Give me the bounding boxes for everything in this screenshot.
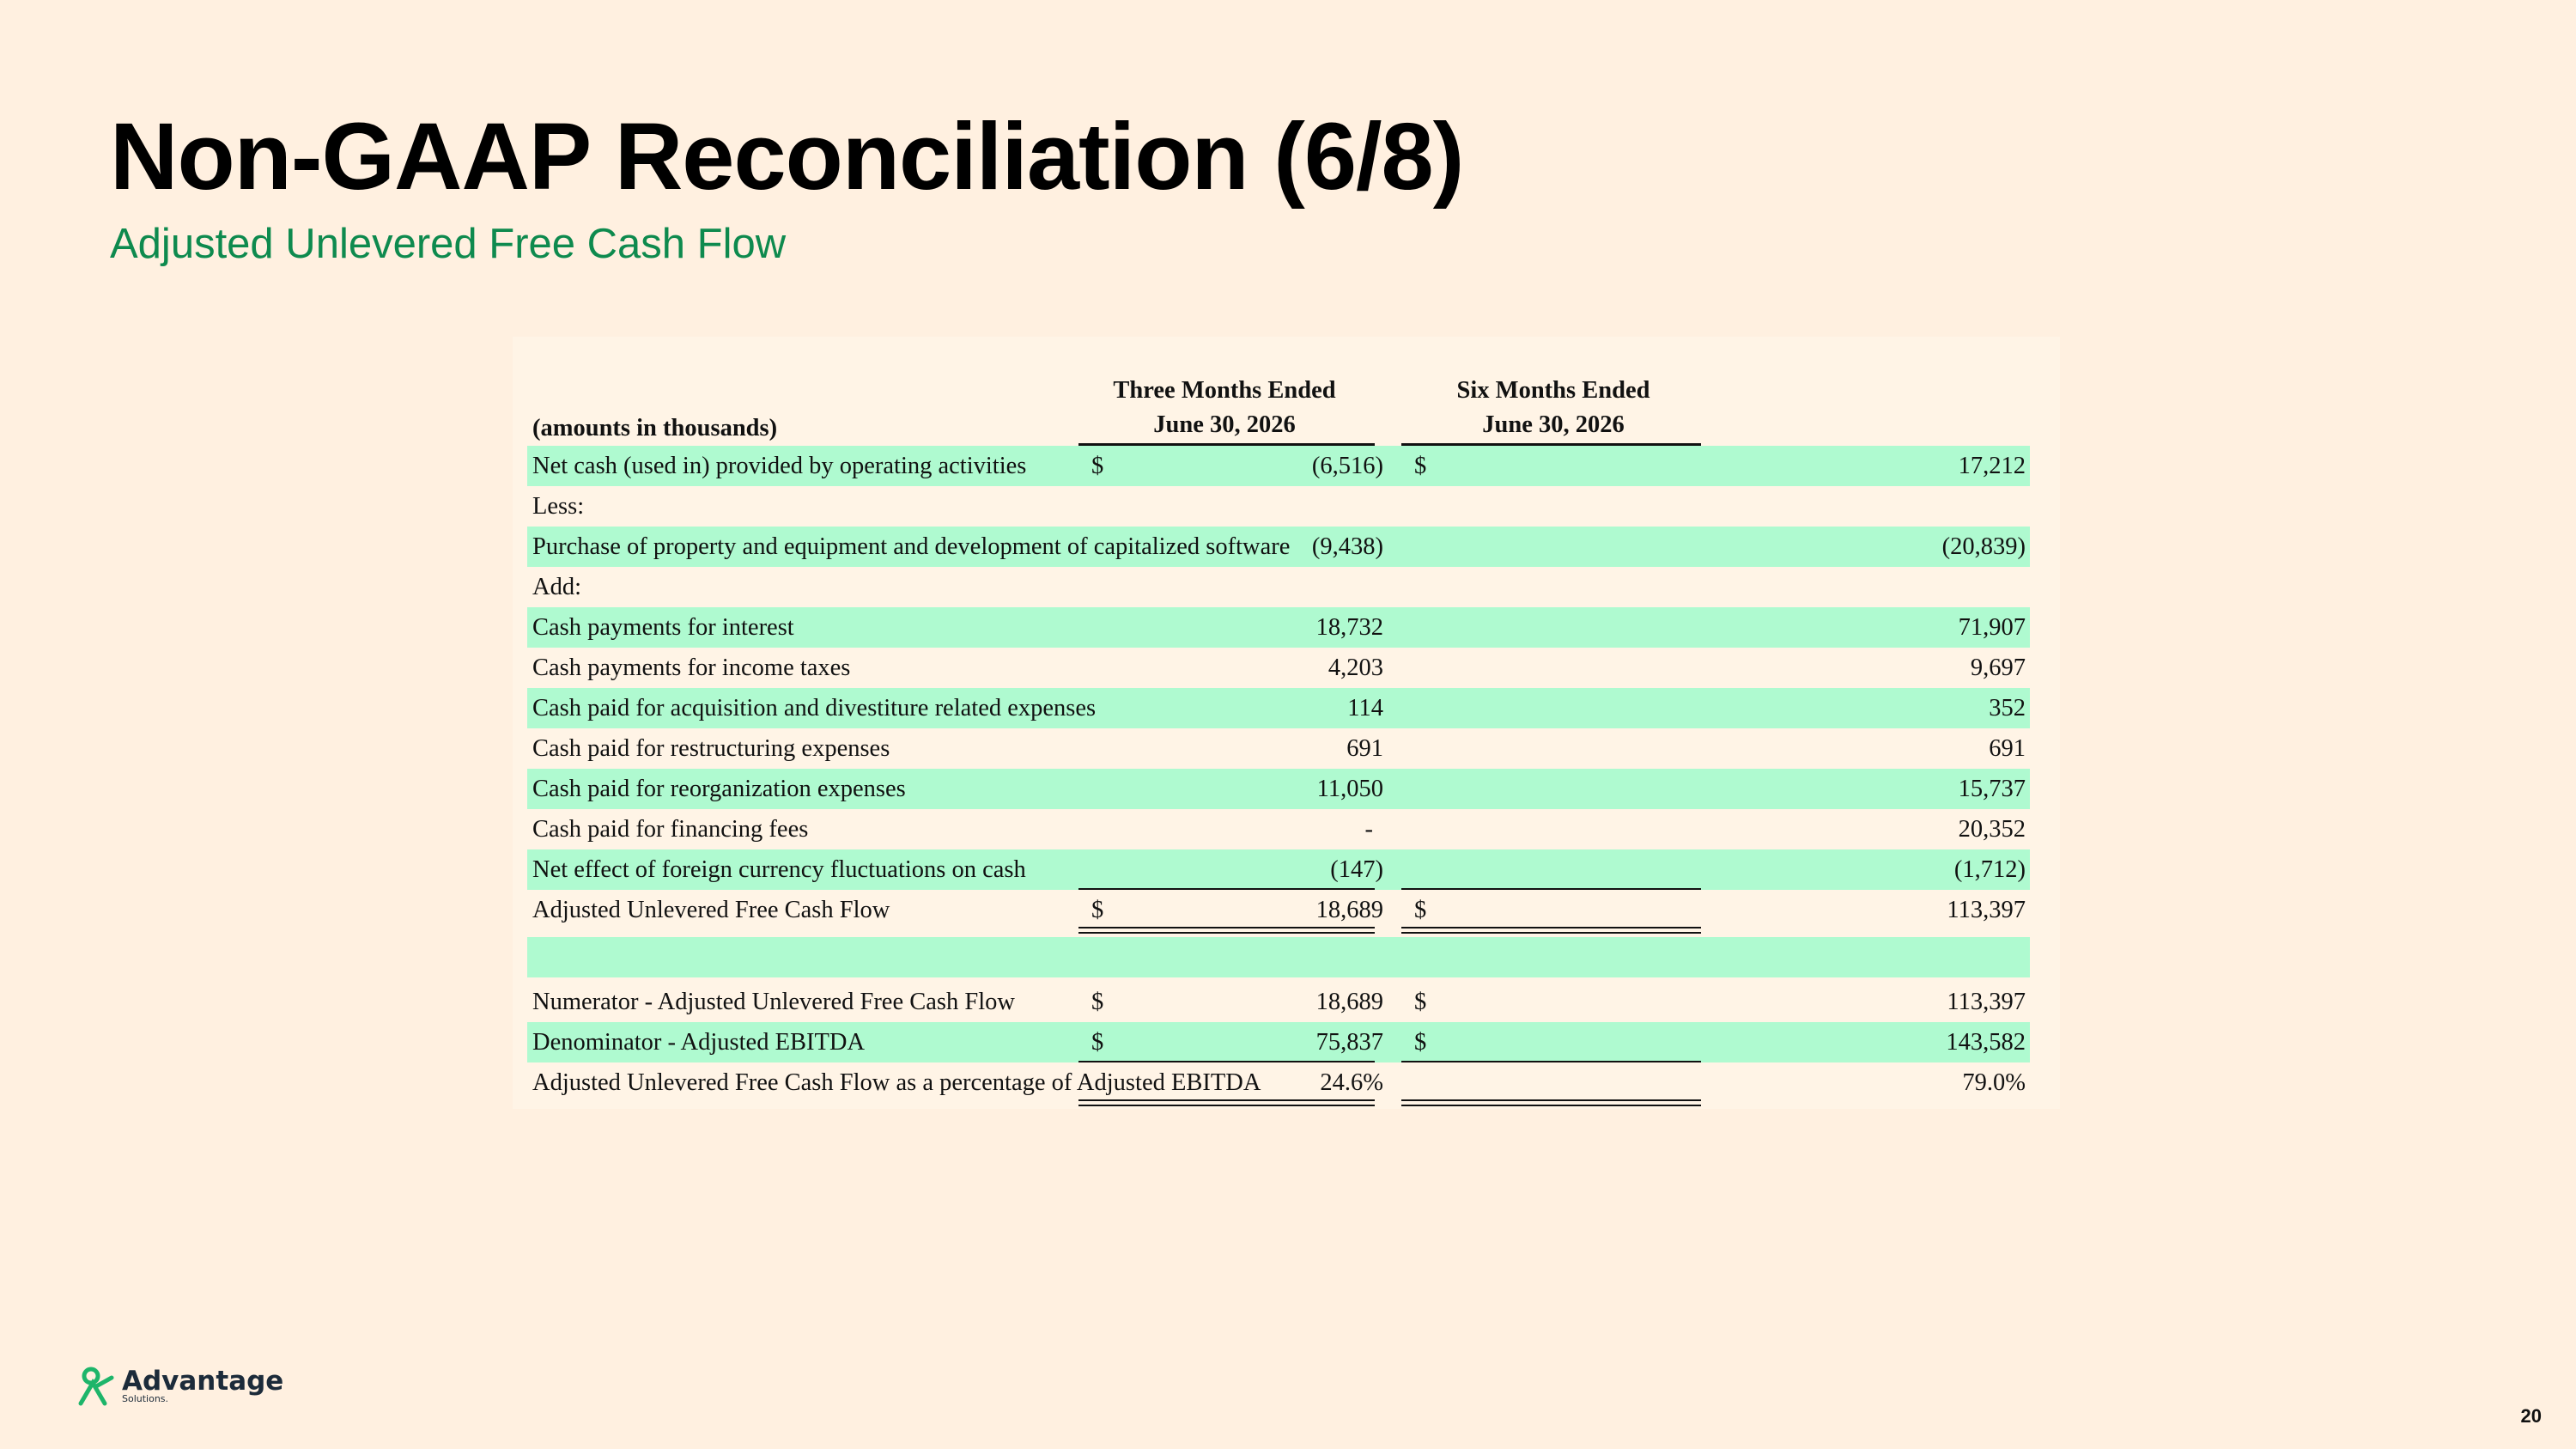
row-label: Cash paid for reorganization expenses: [532, 776, 906, 802]
header-rule-col2: [1401, 443, 1701, 446]
table-row: Add:: [527, 567, 2030, 607]
logo-brand: Advantage: [122, 1366, 284, 1397]
total-double-rule: [1078, 1099, 1375, 1101]
table-row: Purchase of property and equipment and d…: [527, 527, 2030, 567]
col1-header-line2: June 30, 2026: [1153, 411, 1296, 438]
dollar-sign: $: [1414, 1029, 1427, 1056]
header-rule-col1: [1078, 443, 1375, 446]
reconciliation-table: (amounts in thousands) Three Months Ende…: [513, 337, 2060, 1109]
dollar-sign: $: [1091, 897, 1104, 923]
subtotal-rule: [1078, 888, 1375, 890]
units-label: (amounts in thousands): [532, 415, 778, 441]
row-label: Purchase of property and equipment and d…: [532, 533, 1291, 560]
col-header-three-months: Three Months Ended June 30, 2026: [1077, 374, 1372, 442]
six-months-value: (1,712): [1953, 856, 2026, 883]
six-months-value: 20,352: [1958, 816, 2026, 843]
row-label: Numerator - Adjusted Unlevered Free Cash…: [532, 989, 1015, 1015]
table-row: Cash paid for restructuring expenses 691…: [527, 728, 2030, 769]
three-months-value: 114: [1347, 695, 1383, 721]
row-label: Cash paid for acquisition and divestitur…: [532, 695, 1097, 721]
table-row: Cash paid for acquisition and divestitur…: [527, 688, 2030, 728]
advantage-logo-icon: [78, 1367, 114, 1406]
three-months-value: 18,732: [1315, 614, 1383, 641]
table-row: Less:: [527, 486, 2030, 527]
row-label: Less:: [532, 493, 585, 520]
six-months-value: 9,697: [1970, 654, 2026, 681]
row-label: Denominator - Adjusted EBITDA: [532, 1029, 866, 1056]
dollar-sign: $: [1414, 989, 1427, 1015]
page-number: 20: [2520, 1405, 2542, 1427]
row-label: Cash payments for interest: [532, 614, 794, 641]
total-double-rule: [1078, 932, 1375, 934]
six-months-value: 79.0%: [1962, 1069, 2026, 1096]
six-months-value: 352: [1989, 695, 2026, 721]
three-months-value: (9,438): [1311, 533, 1383, 560]
row-label: Cash paid for restructuring expenses: [532, 735, 890, 762]
dollar-sign: $: [1414, 897, 1427, 923]
row-label: Net cash (used in) provided by operating…: [532, 453, 1027, 479]
table-row-total: Adjusted Unlevered Free Cash Flow as a p…: [527, 1062, 2030, 1106]
three-months-value: 4,203: [1327, 654, 1383, 681]
table-row: Cash payments for interest 18,732 71,907: [527, 607, 2030, 648]
table-row-total: Adjusted Unlevered Free Cash Flow $ 18,6…: [527, 890, 2030, 934]
slide-subtitle: Adjusted Unlevered Free Cash Flow: [110, 221, 787, 267]
advantage-logo: Advantage Solutions.: [76, 1366, 283, 1407]
total-double-rule: [1078, 1105, 1375, 1106]
slide-title: Non-GAAP Reconciliation (6/8): [110, 104, 1464, 210]
col-header-six-months: Six Months Ended June 30, 2026: [1403, 374, 1704, 442]
three-months-value: 691: [1346, 735, 1383, 762]
three-months-value: 11,050: [1316, 776, 1383, 802]
six-months-value: 15,737: [1958, 776, 2026, 802]
six-months-value: 71,907: [1958, 614, 2026, 641]
row-label: Add:: [532, 574, 581, 600]
six-months-value: 113,397: [1947, 989, 2026, 1015]
six-months-value: 143,582: [1946, 1029, 2026, 1056]
subtotal-rule: [1078, 1061, 1375, 1062]
table-row: Cash paid for financing fees - 20,352: [527, 809, 2030, 849]
row-label: Adjusted Unlevered Free Cash Flow as a p…: [532, 1069, 1261, 1096]
logo-sub: Solutions.: [122, 1393, 169, 1404]
six-months-value: 113,397: [1947, 897, 2026, 923]
table-row: Cash payments for income taxes 4,203 9,6…: [527, 648, 2030, 688]
col1-header-line1: Three Months Ended: [1113, 377, 1336, 404]
table-row: Net cash (used in) provided by operating…: [527, 446, 2030, 486]
total-double-rule: [1078, 927, 1375, 928]
row-label: Cash payments for income taxes: [532, 654, 851, 681]
total-double-rule: [1401, 927, 1701, 928]
row-label: Net effect of foreign currency fluctuati…: [532, 856, 1026, 883]
subtotal-rule: [1401, 888, 1701, 890]
three-months-value: 18,689: [1315, 897, 1383, 923]
table-row: Cash paid for reorganization expenses 11…: [527, 769, 2030, 809]
subtotal-rule: [1401, 1061, 1701, 1062]
three-months-value: (6,516): [1311, 453, 1383, 479]
dollar-sign: $: [1091, 1029, 1104, 1056]
row-label: Adjusted Unlevered Free Cash Flow: [532, 897, 890, 923]
blank-row: [527, 937, 2030, 977]
row-label: Cash paid for financing fees: [532, 816, 809, 843]
col2-header-line2: June 30, 2026: [1482, 411, 1625, 438]
col2-header-line1: Six Months Ended: [1456, 377, 1650, 404]
table-header: (amounts in thousands) Three Months Ende…: [527, 373, 2030, 446]
total-double-rule: [1401, 1099, 1701, 1101]
table-row: Denominator - Adjusted EBITDA $ 75,837 $…: [527, 1022, 2030, 1062]
dollar-sign: $: [1091, 453, 1104, 479]
dollar-sign: $: [1414, 453, 1427, 479]
table-row: Numerator - Adjusted Unlevered Free Cash…: [527, 982, 2030, 1022]
three-months-value: -: [1364, 816, 1374, 843]
total-double-rule: [1401, 932, 1701, 934]
total-double-rule: [1401, 1105, 1701, 1106]
dollar-sign: $: [1091, 989, 1104, 1015]
three-months-value: 75,837: [1315, 1029, 1383, 1056]
table-row: Net effect of foreign currency fluctuati…: [527, 849, 2030, 890]
three-months-value: (147): [1330, 856, 1383, 883]
six-months-value: 691: [1989, 735, 2026, 762]
three-months-value: 24.6%: [1320, 1069, 1383, 1096]
three-months-value: 18,689: [1315, 989, 1383, 1015]
six-months-value: (20,839): [1941, 533, 2026, 560]
six-months-value: 17,212: [1958, 453, 2026, 479]
